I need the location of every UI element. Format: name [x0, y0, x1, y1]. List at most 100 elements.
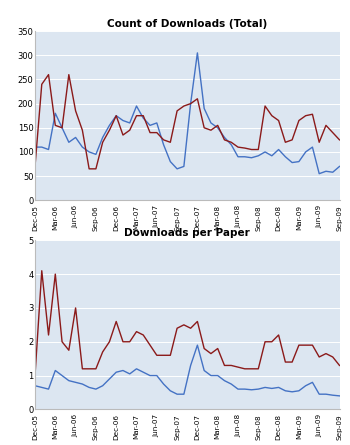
- Working Papers: [33, 373, 37, 378]
- Working Papers: [209, 351, 213, 356]
- Discussion Papers: [310, 145, 315, 150]
- Working Papers: [74, 305, 78, 311]
- Working Papers: [263, 103, 267, 109]
- Working Papers: [243, 146, 247, 151]
- Discussion Papers: [114, 369, 118, 375]
- Working Papers: [236, 364, 240, 370]
- Discussion Papers: [189, 101, 193, 106]
- Working Papers: [222, 363, 226, 368]
- Working Papers: [40, 268, 44, 273]
- Working Papers: [189, 101, 193, 106]
- Discussion Papers: [74, 380, 78, 385]
- Discussion Papers: [270, 386, 274, 391]
- Discussion Papers: [141, 115, 145, 121]
- Working Papers: [94, 366, 98, 372]
- Working Papers: [331, 354, 335, 360]
- Working Papers: [168, 140, 173, 145]
- Discussion Papers: [40, 385, 44, 390]
- Working Papers: [114, 113, 118, 118]
- Legend: Discussion Papers, Working Papers: Discussion Papers, Working Papers: [94, 258, 280, 267]
- Working Papers: [290, 137, 294, 142]
- Discussion Papers: [80, 145, 84, 150]
- Discussion Papers: [100, 383, 105, 388]
- Discussion Papers: [310, 380, 315, 385]
- Discussion Papers: [297, 388, 301, 393]
- Working Papers: [202, 346, 206, 351]
- Discussion Papers: [128, 120, 132, 125]
- Working Papers: [337, 363, 342, 368]
- Discussion Papers: [297, 159, 301, 164]
- Working Papers: [67, 72, 71, 77]
- Title: Downloads per Paper: Downloads per Paper: [124, 228, 250, 238]
- Discussion Papers: [175, 392, 179, 397]
- Discussion Papers: [168, 159, 173, 164]
- Working Papers: [310, 112, 315, 117]
- Discussion Papers: [47, 386, 51, 392]
- Working Papers: [155, 130, 159, 135]
- Discussion Papers: [67, 140, 71, 145]
- Discussion Papers: [134, 366, 139, 372]
- Working Papers: [222, 137, 226, 142]
- Working Papers: [195, 96, 199, 101]
- Discussion Papers: [40, 145, 44, 150]
- Discussion Papers: [276, 147, 281, 152]
- Line: Discussion Papers: Discussion Papers: [35, 345, 340, 396]
- Discussion Papers: [161, 142, 166, 147]
- Discussion Papers: [94, 152, 98, 157]
- Discussion Papers: [216, 373, 220, 378]
- Working Papers: [47, 332, 51, 338]
- Working Papers: [134, 113, 139, 118]
- Discussion Papers: [161, 381, 166, 387]
- Discussion Papers: [250, 155, 254, 160]
- Discussion Papers: [121, 368, 125, 373]
- Discussion Papers: [87, 385, 91, 390]
- Working Papers: [107, 128, 112, 133]
- Discussion Papers: [283, 388, 287, 393]
- Discussion Papers: [100, 135, 105, 140]
- Working Papers: [195, 319, 199, 324]
- Working Papers: [189, 326, 193, 331]
- Discussion Papers: [33, 145, 37, 150]
- Working Papers: [276, 118, 281, 123]
- Working Papers: [229, 363, 233, 368]
- Discussion Papers: [155, 373, 159, 378]
- Discussion Papers: [317, 171, 321, 176]
- Discussion Papers: [134, 103, 139, 109]
- Discussion Papers: [107, 376, 112, 382]
- Discussion Papers: [53, 111, 57, 116]
- Discussion Papers: [236, 386, 240, 392]
- Discussion Papers: [74, 135, 78, 140]
- Discussion Papers: [276, 385, 281, 390]
- Working Papers: [100, 349, 105, 355]
- Working Papers: [250, 366, 254, 372]
- Working Papers: [324, 123, 328, 128]
- Discussion Papers: [209, 120, 213, 125]
- Working Papers: [128, 128, 132, 133]
- Working Papers: [331, 130, 335, 135]
- Discussion Papers: [87, 149, 91, 154]
- Discussion Papers: [202, 106, 206, 111]
- Discussion Papers: [337, 393, 342, 399]
- Working Papers: [148, 130, 152, 135]
- Working Papers: [94, 166, 98, 171]
- Working Papers: [53, 271, 57, 277]
- Discussion Papers: [243, 154, 247, 159]
- Discussion Papers: [250, 387, 254, 392]
- Working Papers: [53, 123, 57, 128]
- Working Papers: [256, 147, 260, 152]
- Discussion Papers: [283, 154, 287, 159]
- Discussion Papers: [168, 388, 173, 393]
- Discussion Papers: [229, 381, 233, 387]
- Discussion Papers: [148, 373, 152, 378]
- Line: Discussion Papers: Discussion Papers: [35, 53, 340, 174]
- Working Papers: [317, 354, 321, 360]
- Discussion Papers: [290, 160, 294, 165]
- Discussion Papers: [290, 389, 294, 394]
- Discussion Papers: [53, 368, 57, 373]
- Discussion Papers: [60, 373, 64, 378]
- Discussion Papers: [107, 123, 112, 128]
- Working Papers: [182, 103, 186, 109]
- Discussion Papers: [263, 149, 267, 154]
- Discussion Papers: [222, 378, 226, 383]
- Working Papers: [60, 339, 64, 344]
